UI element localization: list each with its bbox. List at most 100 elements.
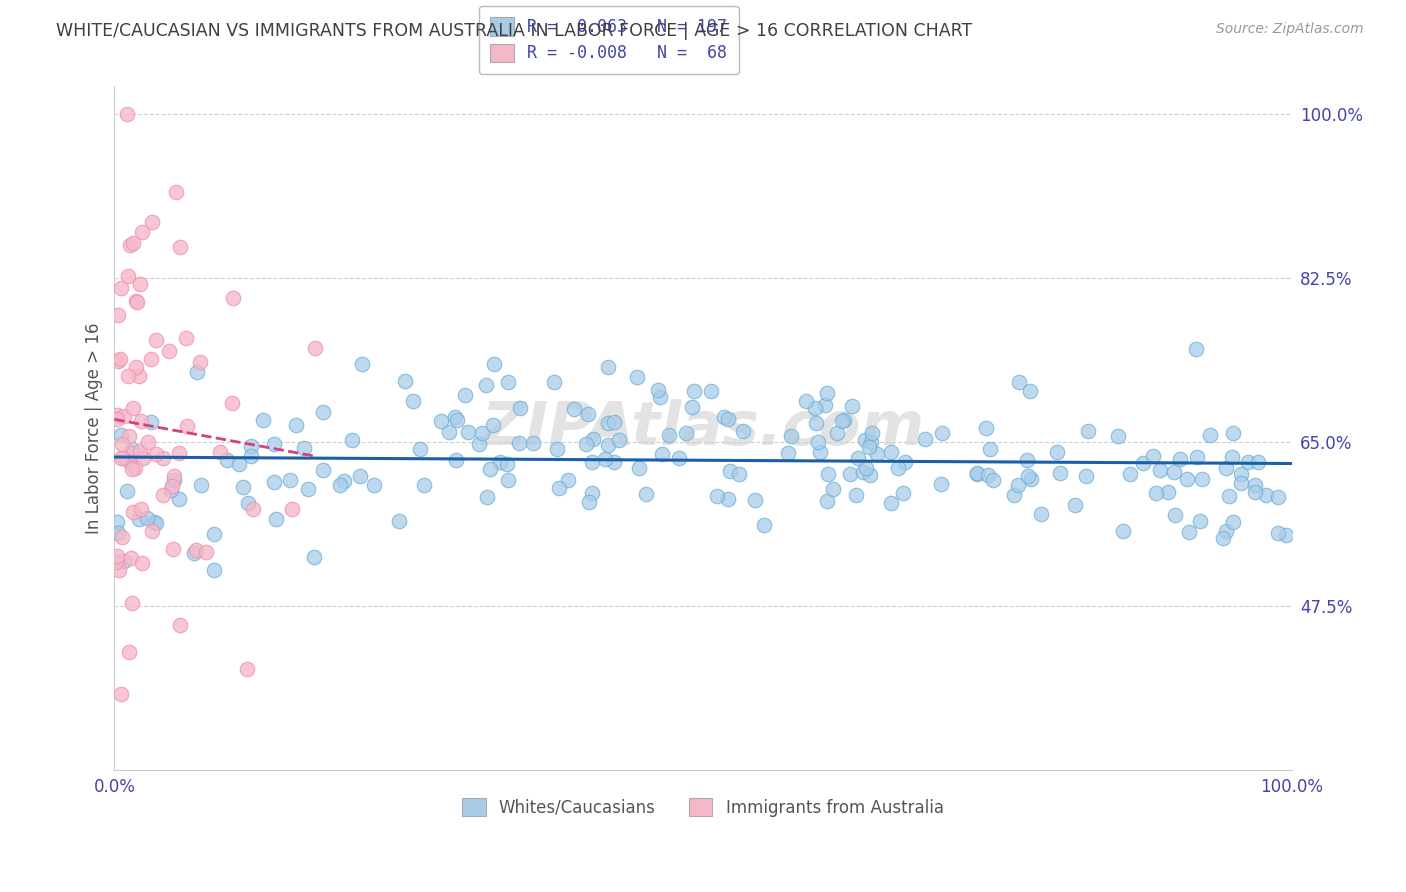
Point [575, 437, 598, 451]
Point [754, 518, 776, 533]
Point [848, 450, 870, 465]
Point [169, 240, 191, 254]
Point [581, 455, 603, 469]
Point [1007, 478, 1029, 492]
Point [110, 281, 132, 295]
Point [312, 405, 335, 419]
Point [475, 378, 498, 392]
Point [866, 447, 889, 461]
Point [886, 461, 908, 475]
Point [111, 530, 134, 544]
Point [489, 455, 512, 469]
Point [546, 442, 568, 457]
Point [699, 384, 721, 399]
Point [845, 488, 868, 502]
Point [931, 425, 953, 440]
Point [1244, 484, 1267, 499]
Point [1230, 476, 1253, 491]
Point [706, 489, 728, 503]
Point [498, 376, 520, 390]
Point [1132, 456, 1154, 470]
Point [284, 417, 307, 432]
Point [1267, 490, 1289, 504]
Point [157, 343, 180, 358]
Point [974, 421, 997, 435]
Point [807, 434, 830, 449]
Point [112, 450, 135, 465]
Point [110, 450, 132, 465]
Point [162, 541, 184, 556]
Point [1220, 450, 1243, 464]
Point [498, 473, 520, 487]
Point [1149, 463, 1171, 477]
Point [1254, 488, 1277, 502]
Point [1243, 478, 1265, 492]
Point [648, 390, 671, 404]
Point [342, 433, 364, 447]
Point [1222, 426, 1244, 441]
Text: WHITE/CAUCASIAN VS IMMIGRANTS FROM AUSTRALIA IN LABOR FORCE | AGE > 16 CORRELATI: WHITE/CAUCASIAN VS IMMIGRANTS FROM AUSTR… [56, 22, 973, 40]
Point [263, 437, 285, 451]
Point [444, 409, 467, 424]
Point [815, 385, 838, 400]
Point [817, 493, 839, 508]
Point [121, 462, 143, 476]
Point [444, 453, 467, 467]
Point [228, 458, 250, 472]
Point [1188, 515, 1211, 529]
Point [471, 426, 494, 441]
Point [129, 502, 152, 516]
Point [1212, 531, 1234, 545]
Point [744, 493, 766, 508]
Point [242, 501, 264, 516]
Point [581, 486, 603, 500]
Point [508, 436, 530, 450]
Point [120, 455, 142, 469]
Point [1142, 449, 1164, 463]
Point [853, 434, 876, 448]
Point [352, 357, 374, 371]
Point [402, 393, 425, 408]
Point [118, 238, 141, 252]
Point [446, 413, 468, 427]
Point [683, 384, 706, 398]
Point [522, 435, 544, 450]
Point [221, 396, 243, 410]
Point [717, 492, 740, 507]
Point [329, 478, 352, 492]
Point [195, 544, 218, 558]
Point [1185, 342, 1208, 356]
Point [209, 444, 232, 458]
Point [112, 409, 135, 424]
Point [477, 490, 499, 504]
Point [125, 359, 148, 374]
Point [232, 480, 254, 494]
Point [176, 331, 198, 345]
Point [1019, 472, 1042, 486]
Point [1015, 453, 1038, 467]
Point [977, 468, 1000, 483]
Point [107, 563, 129, 577]
Point [880, 445, 903, 459]
Point [188, 355, 211, 369]
Point [240, 440, 263, 454]
Point [1144, 486, 1167, 500]
Point [105, 412, 128, 426]
Point [1236, 455, 1258, 469]
Point [263, 475, 285, 490]
Point [122, 505, 145, 519]
Point [858, 441, 880, 455]
Point [312, 463, 335, 477]
Point [804, 401, 827, 415]
Point [117, 269, 139, 284]
Point [979, 442, 1001, 456]
Point [122, 235, 145, 250]
Point [1064, 498, 1087, 512]
Point [1168, 452, 1191, 467]
Point [162, 469, 184, 483]
Point [1074, 469, 1097, 483]
Point [931, 476, 953, 491]
Point [859, 468, 882, 483]
Point [841, 399, 863, 413]
Point [607, 434, 630, 448]
